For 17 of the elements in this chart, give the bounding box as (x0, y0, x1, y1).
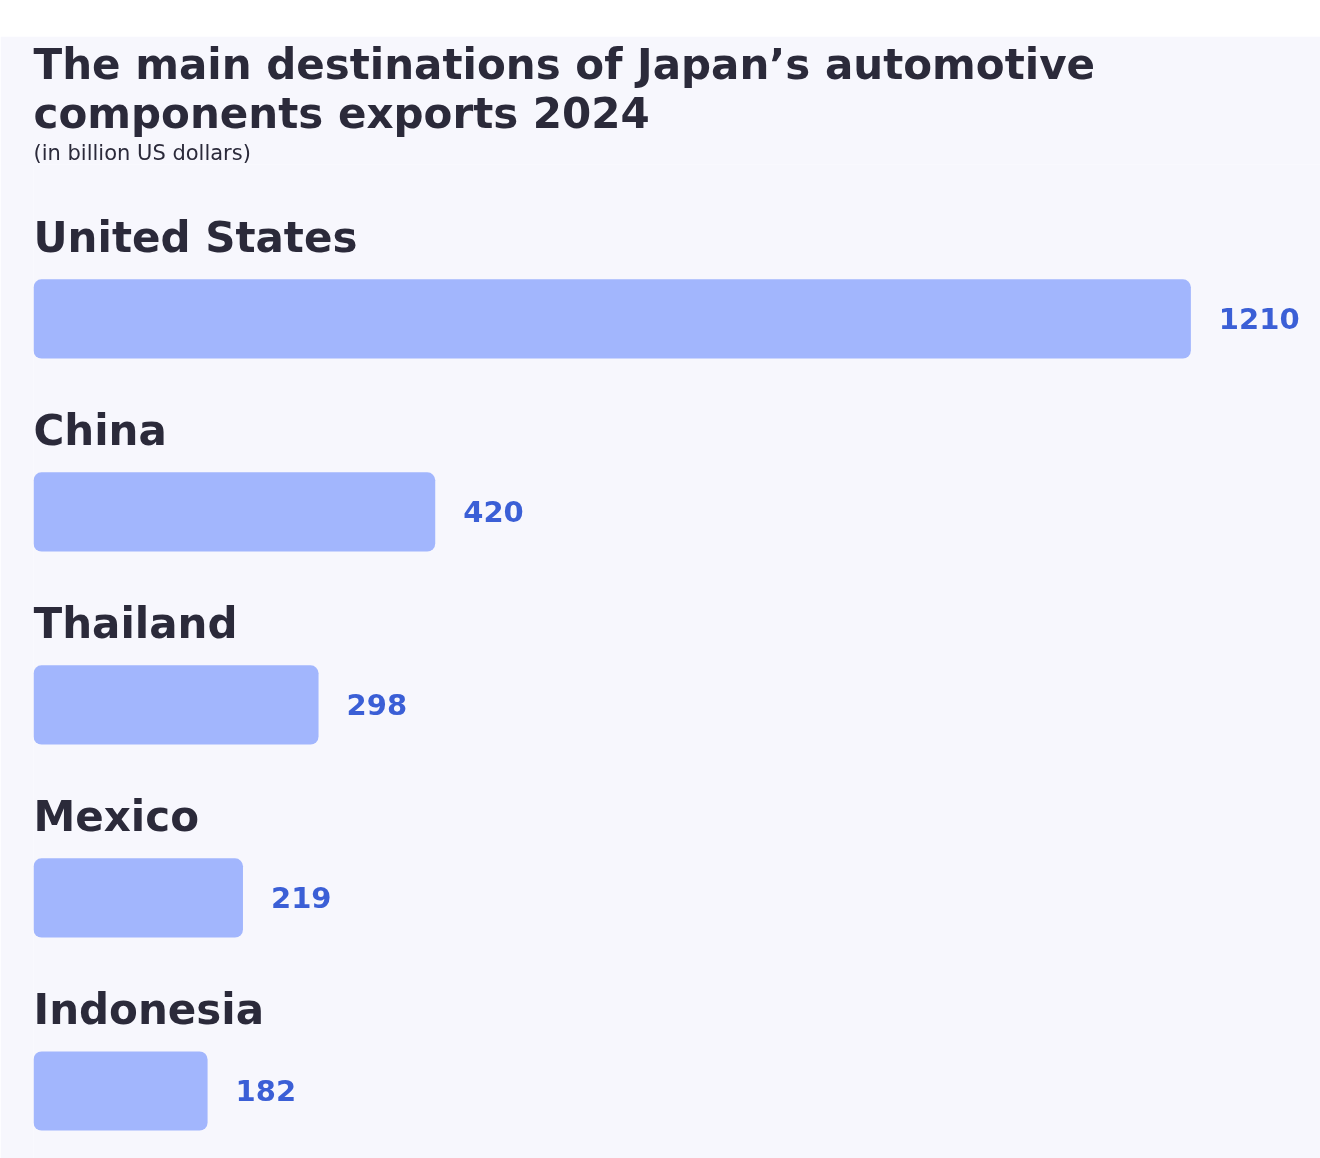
data-label: 1210 (1218, 302, 1300, 337)
y-tick-label: Thailand (33, 599, 238, 649)
bar (33, 858, 243, 938)
y-tick-label: United States (33, 213, 358, 263)
y-tick-label: China (33, 406, 167, 456)
bar (33, 279, 1191, 359)
y-tick-label: Mexico (33, 792, 200, 842)
data-label: 298 (346, 688, 408, 723)
data-label: 182 (235, 1074, 297, 1109)
bar (33, 665, 319, 745)
data-label: 420 (463, 495, 524, 530)
bar (33, 1051, 208, 1131)
chart-subtitle: (in billion US dollars) (33, 140, 251, 165)
bar (33, 472, 436, 552)
y-tick-label: Indonesia (33, 985, 265, 1035)
data-label: 219 (270, 881, 332, 916)
chart-title: The main destinations of Japan’s automotive components exports 2024 (33, 39, 1096, 138)
